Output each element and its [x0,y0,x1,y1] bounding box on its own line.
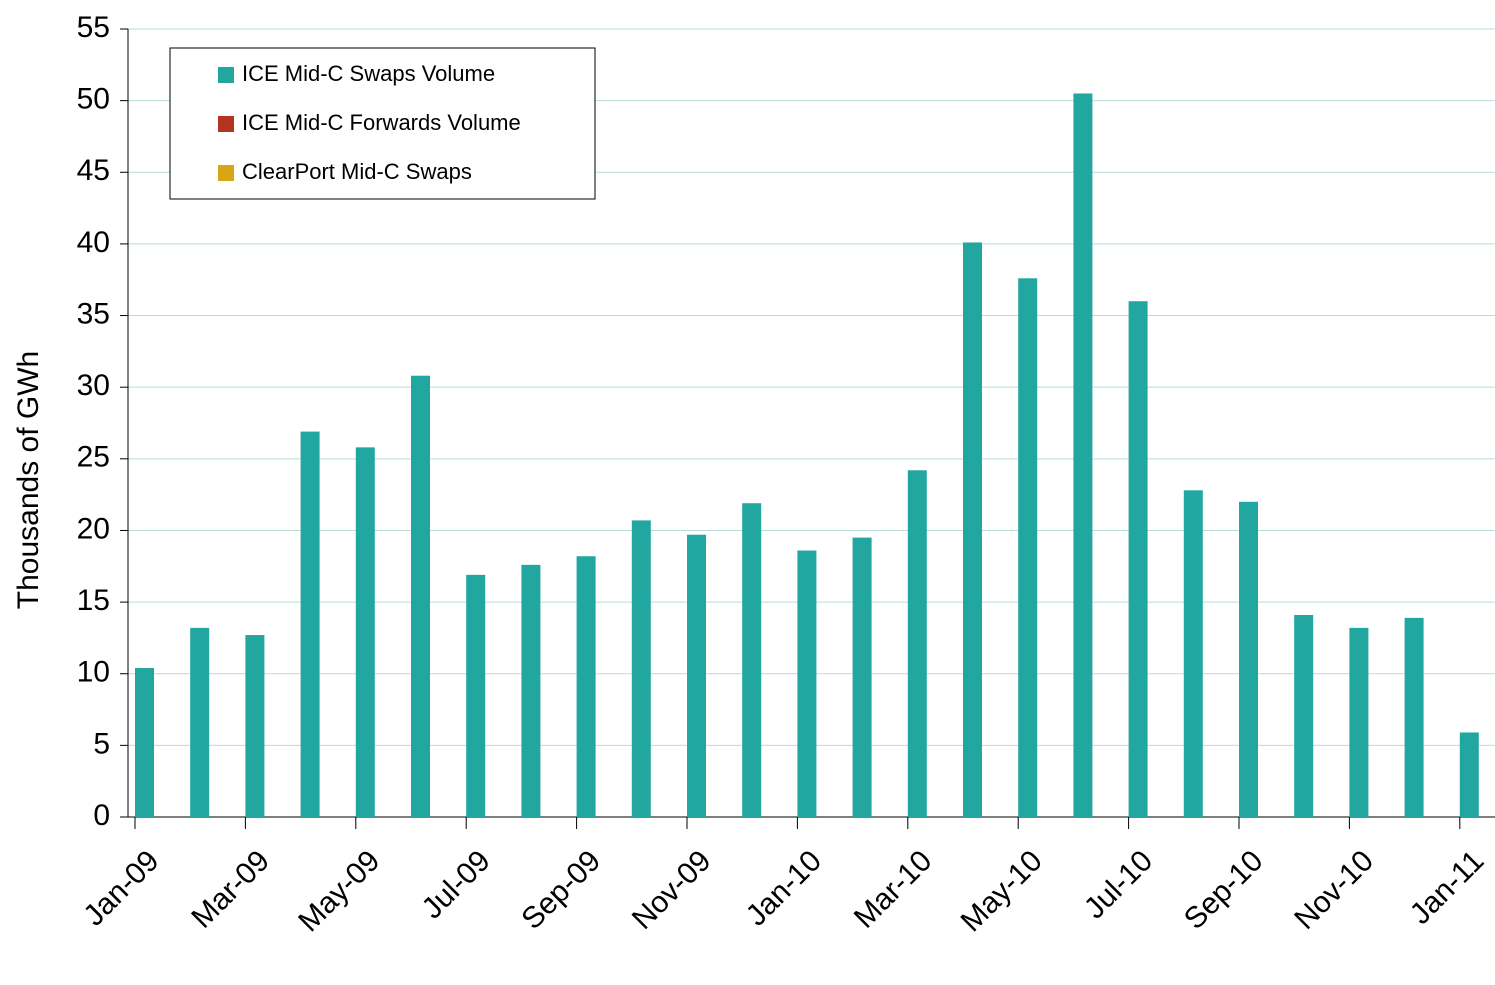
bar [1404,617,1424,817]
y-tick-label: 20 [77,512,110,545]
y-tick-label: 55 [77,11,110,44]
x-tick-label: Nov-10 [1288,844,1380,936]
x-tick-label: Jan-10 [740,844,828,932]
x-tick-label: Mar-09 [185,844,276,935]
bar [300,431,320,817]
bar [411,375,430,817]
x-tick-label: Jul-09 [416,844,497,925]
x-tick-label: Jan-11 [1404,844,1491,931]
bar [742,503,762,817]
bar [963,242,982,817]
bar [576,556,596,817]
y-tick-label: 40 [77,226,110,259]
bar [190,627,210,817]
legend-box [169,47,596,200]
bar [355,447,375,817]
x-tick-label: Sep-10 [1178,844,1270,936]
bar [907,470,927,817]
x-tick-label: Sep-09 [515,844,607,936]
y-tick-label: 35 [77,297,110,330]
legend-swatch [218,116,234,132]
bar [1294,614,1314,817]
y-axis-title: Thousands of GWh [12,351,45,609]
bar [1183,490,1203,817]
bar [687,534,706,817]
legend-swatch [218,67,234,83]
bar [1018,278,1038,817]
y-tick-label: 25 [77,441,110,474]
y-tick-label: 30 [77,369,110,402]
bar [631,520,651,817]
x-tick-label: Mar-10 [848,844,939,935]
x-tick-label: Jul-10 [1078,844,1159,925]
bar [1349,627,1369,817]
legend-label: ICE Mid-C Forwards Volume [242,110,521,135]
bar [797,550,817,817]
y-tick-label: 5 [93,727,110,760]
legend-swatch [218,165,234,181]
y-tick-label: 50 [77,83,110,116]
y-tick-label: 15 [77,584,110,617]
legend-label: ICE Mid-C Swaps Volume [242,61,495,86]
x-tick-label: May-09 [292,844,386,938]
x-tick-label: May-10 [955,844,1049,938]
bar [245,635,265,817]
bar [852,537,872,817]
y-tick-label: 0 [93,799,110,832]
bar [1239,501,1258,817]
bar [1073,93,1093,818]
bar [521,564,541,817]
x-tick-label: Jan-09 [77,844,165,932]
bar [466,574,486,817]
bar [1459,732,1479,817]
y-tick-label: 10 [77,656,110,689]
x-tick-label: Nov-09 [626,844,718,936]
y-tick-label: 45 [77,154,110,187]
bar [1128,301,1148,818]
legend-label: ClearPort Mid-C Swaps [242,159,472,184]
bar [135,667,154,817]
